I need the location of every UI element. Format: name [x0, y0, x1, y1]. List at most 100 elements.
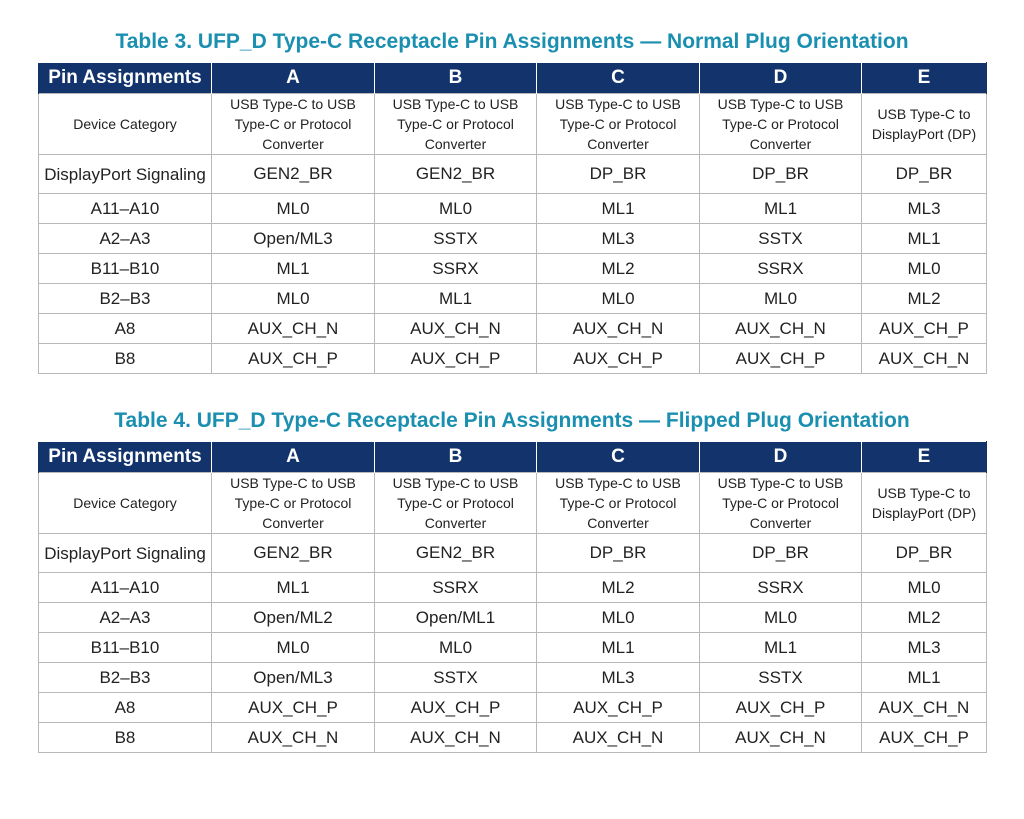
table-cell: ML1: [536, 193, 700, 224]
table-cell: Open/ML1: [374, 602, 537, 633]
column-header-a: A: [211, 441, 375, 473]
table-cell: ML1: [699, 193, 862, 224]
table-cell: AUX_CH_N: [861, 343, 987, 374]
header-row: Pin Assignments A B C D E: [38, 62, 987, 94]
table-cell: ML2: [861, 283, 987, 314]
table-cell: AUX_CH_P: [699, 343, 862, 374]
table-cell: ML0: [699, 283, 862, 314]
table-cell: ML0: [861, 253, 987, 284]
table-cell: AUX_CH_N: [699, 313, 862, 344]
row-label: A2–A3: [38, 223, 212, 254]
row-label: DisplayPort Signaling: [38, 154, 212, 194]
table-cell: AUX_CH_P: [211, 692, 375, 723]
column-header-pin-assignments: Pin Assignments: [38, 441, 212, 473]
table-cell: ML0: [374, 632, 537, 663]
table-cell: DP_BR: [861, 154, 987, 194]
table-cell: Open/ML3: [211, 223, 375, 254]
table-cell: SSRX: [699, 253, 862, 284]
table-row: Device Category USB Type-C to USB Type-C…: [38, 93, 987, 155]
table-cell: AUX_CH_N: [211, 313, 375, 344]
row-label: A8: [38, 692, 212, 723]
table-cell: USB Type-C to USB Type-C or Protocol Con…: [699, 93, 862, 155]
table-cell: ML1: [861, 662, 987, 693]
table-cell: DP_BR: [699, 533, 862, 573]
table-cell: ML0: [211, 193, 375, 224]
table-cell: AUX_CH_P: [374, 343, 537, 374]
table-row: DisplayPort Signaling GEN2_BR GEN2_BR DP…: [38, 154, 987, 194]
table-cell: ML1: [861, 223, 987, 254]
column-header-c: C: [536, 62, 700, 94]
table-row: A8 AUX_CH_P AUX_CH_P AUX_CH_P AUX_CH_P A…: [38, 692, 987, 723]
table-row: A11–A10 ML0 ML0 ML1 ML1 ML3: [38, 193, 987, 224]
table-cell: AUX_CH_P: [374, 692, 537, 723]
table-cell: DP_BR: [536, 154, 700, 194]
table-cell: USB Type-C to USB Type-C or Protocol Con…: [211, 472, 375, 534]
table-cell: USB Type-C to USB Type-C or Protocol Con…: [374, 93, 537, 155]
table-cell: ML2: [861, 602, 987, 633]
table-cell: AUX_CH_P: [861, 722, 987, 753]
table-cell: AUX_CH_P: [211, 343, 375, 374]
row-label: B2–B3: [38, 283, 212, 314]
table-cell: SSRX: [374, 572, 537, 603]
table-cell: AUX_CH_P: [861, 313, 987, 344]
table-3-title: Table 3. UFP_D Type-C Receptacle Pin Ass…: [115, 30, 909, 53]
table-cell: SSRX: [699, 572, 862, 603]
table-cell: DP_BR: [699, 154, 862, 194]
column-header-e: E: [861, 441, 987, 473]
table-cell: ML0: [211, 283, 375, 314]
table-cell: AUX_CH_P: [536, 692, 700, 723]
table-cell: ML0: [211, 632, 375, 663]
row-label: A2–A3: [38, 602, 212, 633]
table-cell: ML1: [536, 632, 700, 663]
table-cell: ML1: [211, 572, 375, 603]
table-cell: AUX_CH_P: [536, 343, 700, 374]
table-row: A8 AUX_CH_N AUX_CH_N AUX_CH_N AUX_CH_N A…: [38, 313, 987, 344]
table-cell: USB Type-C to USB Type-C or Protocol Con…: [374, 472, 537, 534]
column-header-pin-assignments: Pin Assignments: [38, 62, 212, 94]
table-cell: ML0: [861, 572, 987, 603]
row-label: DisplayPort Signaling: [38, 533, 212, 573]
table-4: Pin Assignments A B C D E Device Categor…: [38, 441, 987, 753]
table-cell: ML0: [536, 602, 700, 633]
table-cell: USB Type-C to USB Type-C or Protocol Con…: [536, 93, 700, 155]
column-header-d: D: [699, 441, 862, 473]
table-row: B2–B3 Open/ML3 SSTX ML3 SSTX ML1: [38, 662, 987, 693]
table-cell: Open/ML3: [211, 662, 375, 693]
table-cell: AUX_CH_N: [536, 722, 700, 753]
table-cell: SSTX: [374, 662, 537, 693]
column-header-e: E: [861, 62, 987, 94]
table-cell: AUX_CH_P: [699, 692, 862, 723]
table-cell: ML2: [536, 572, 700, 603]
table-row: B11–B10 ML0 ML0 ML1 ML1 ML3: [38, 632, 987, 663]
table-cell: USB Type-C to USB Type-C or Protocol Con…: [536, 472, 700, 534]
row-label: A11–A10: [38, 572, 212, 603]
row-label: Device Category: [38, 93, 212, 155]
table-cell: SSTX: [699, 223, 862, 254]
table-cell: ML0: [699, 602, 862, 633]
table-cell: ML0: [536, 283, 700, 314]
column-header-d: D: [699, 62, 862, 94]
table-row: B11–B10 ML1 SSRX ML2 SSRX ML0: [38, 253, 987, 284]
table-cell: SSRX: [374, 253, 537, 284]
table-3-section: Table 3. UFP_D Type-C Receptacle Pin Ass…: [38, 28, 987, 374]
table-row: DisplayPort Signaling GEN2_BR GEN2_BR DP…: [38, 533, 987, 573]
row-label: B11–B10: [38, 632, 212, 663]
table-cell: DP_BR: [536, 533, 700, 573]
table-row: B8 AUX_CH_P AUX_CH_P AUX_CH_P AUX_CH_P A…: [38, 343, 987, 374]
column-header-b: B: [374, 441, 537, 473]
table-cell: GEN2_BR: [211, 154, 375, 194]
table-cell: SSTX: [699, 662, 862, 693]
row-label: A8: [38, 313, 212, 344]
table-cell: ML2: [536, 253, 700, 284]
table-cell: Open/ML2: [211, 602, 375, 633]
row-label: A11–A10: [38, 193, 212, 224]
table-cell: USB Type-C to DisplayPort (DP): [861, 472, 987, 534]
table-cell: AUX_CH_N: [536, 313, 700, 344]
table-cell: USB Type-C to USB Type-C or Protocol Con…: [699, 472, 862, 534]
table-row: A2–A3 Open/ML2 Open/ML1 ML0 ML0 ML2: [38, 602, 987, 633]
table-cell: AUX_CH_N: [861, 692, 987, 723]
table-cell: AUX_CH_N: [374, 313, 537, 344]
row-label: B2–B3: [38, 662, 212, 693]
table-row: A11–A10 ML1 SSRX ML2 SSRX ML0: [38, 572, 987, 603]
table-3: Pin Assignments A B C D E Device Categor…: [38, 62, 987, 374]
